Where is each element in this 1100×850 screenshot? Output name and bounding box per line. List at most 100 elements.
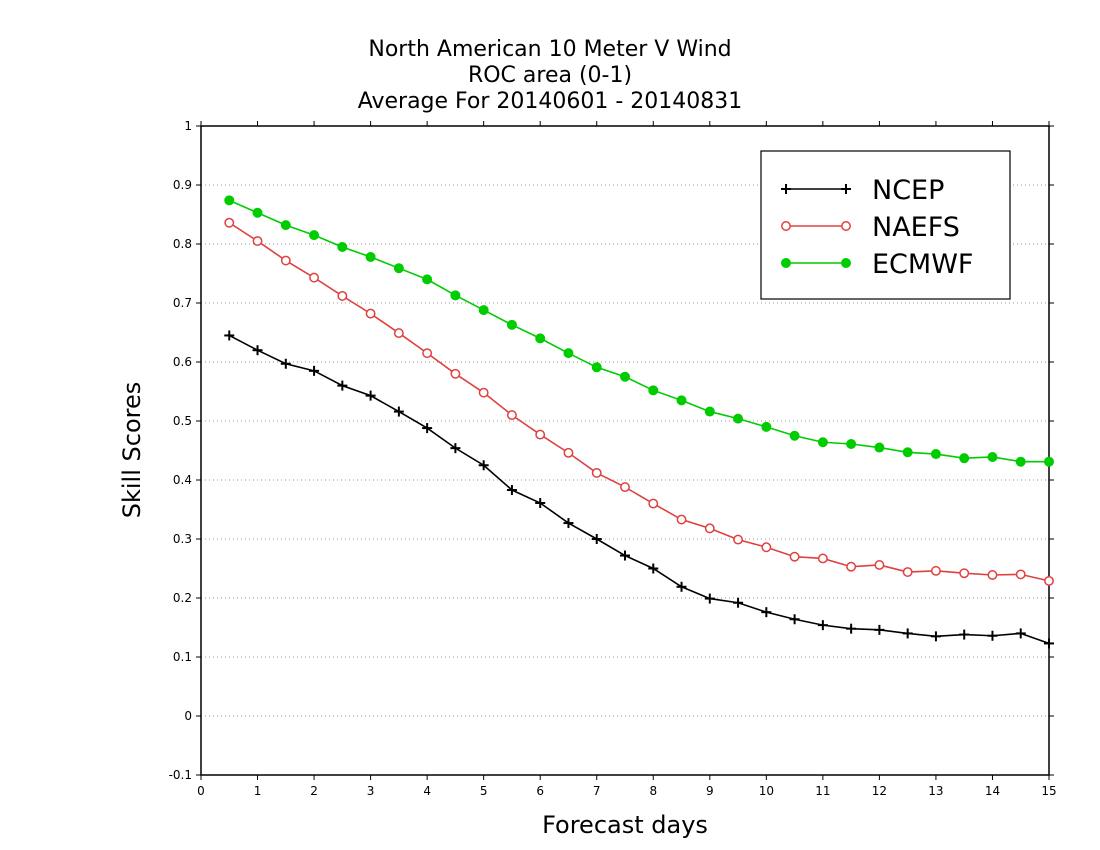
data-point	[959, 629, 970, 640]
data-point	[506, 485, 517, 496]
x-tick-label: 3	[367, 784, 375, 798]
data-point	[676, 581, 687, 592]
data-point	[224, 195, 235, 206]
data-point	[817, 437, 828, 448]
data-point	[789, 614, 800, 625]
data-point	[902, 567, 913, 577]
data-point	[1044, 638, 1054, 649]
chart-subtitle-metric: ROC area (0-1)	[467, 63, 633, 88]
data-point	[478, 387, 489, 398]
data-point	[620, 482, 630, 493]
y-tick-label: 0.7	[173, 296, 192, 310]
chart-subtitle-period: Average For 20140601 - 20140831	[357, 89, 743, 114]
data-point	[422, 423, 433, 434]
legend-label: NCEP	[872, 175, 944, 206]
data-point	[761, 542, 772, 553]
data-point	[817, 553, 828, 564]
data-point	[535, 498, 546, 509]
data-point	[648, 385, 659, 396]
x-tick-label: 7	[593, 784, 601, 798]
x-tick-label: 13	[928, 784, 943, 798]
y-tick-label: 0	[184, 709, 192, 723]
data-point	[252, 236, 263, 247]
axis-ticks: -0.100.10.20.30.40.50.60.70.80.910 1 2 3 4 5 6…	[169, 119, 1057, 798]
data-point	[648, 563, 659, 574]
legend-label: ECMWF	[872, 249, 973, 280]
data-point	[789, 551, 800, 562]
data-point	[1044, 456, 1054, 467]
series-line-ncep	[228, 334, 1050, 645]
data-point	[535, 429, 546, 440]
x-tick-label: 6	[536, 784, 544, 798]
legend-box	[760, 150, 1011, 300]
data-point	[902, 447, 913, 458]
x-tick-label: 11	[815, 784, 830, 798]
chart-title: North American 10 Meter V Wind	[368, 37, 732, 62]
legend-entry-ecmwf: ECMWF	[781, 249, 973, 280]
data-point	[874, 560, 885, 570]
data-point	[874, 624, 885, 635]
data-point	[987, 570, 998, 580]
data-point	[733, 534, 744, 545]
legend-entry-ncep: NCEP	[781, 175, 944, 206]
data-point	[874, 442, 885, 453]
data-point	[930, 565, 941, 576]
data-point	[535, 333, 546, 344]
data-point	[365, 308, 376, 319]
data-point	[337, 290, 348, 301]
data-point	[365, 390, 376, 401]
y-axis-label: Skill Scores	[118, 382, 146, 519]
data-point	[591, 534, 602, 544]
data-point	[959, 453, 970, 464]
data-point	[676, 395, 687, 406]
data-point	[280, 358, 291, 369]
series-ecmwf	[224, 195, 1054, 467]
data-point	[422, 274, 433, 285]
data-point	[478, 460, 489, 471]
data-point	[930, 631, 941, 642]
legend-marker	[841, 184, 851, 194]
legend-marker	[781, 221, 791, 231]
series-naefs	[224, 217, 1054, 586]
series-lines	[224, 195, 1054, 649]
data-point	[761, 421, 772, 432]
data-point	[393, 328, 404, 339]
data-point	[422, 348, 433, 359]
legend: NCEP NAEFS ECMWF	[760, 150, 1011, 300]
data-point	[563, 447, 574, 458]
x-tick-label: 9	[706, 784, 714, 798]
data-point	[224, 217, 235, 228]
data-point	[1015, 569, 1026, 580]
data-point	[252, 345, 263, 356]
data-point	[733, 597, 744, 608]
x-tick-label: 10	[759, 784, 774, 798]
data-point	[761, 607, 772, 618]
data-point	[280, 220, 291, 231]
data-point	[591, 467, 602, 478]
y-tick-label: 0.9	[173, 178, 192, 192]
data-point	[252, 207, 263, 218]
data-point	[846, 561, 857, 572]
data-point	[1015, 456, 1026, 467]
data-point	[648, 498, 659, 509]
y-tick-label: 0.3	[173, 532, 192, 546]
grid-lines	[201, 184, 1049, 717]
data-point	[563, 348, 574, 359]
data-point	[478, 305, 489, 316]
data-point	[309, 272, 320, 283]
data-point	[337, 380, 348, 391]
data-point	[450, 443, 461, 454]
data-point	[506, 319, 517, 330]
data-point	[930, 449, 941, 460]
data-point	[309, 365, 320, 376]
y-tick-label: 1	[184, 119, 192, 133]
x-tick-label: 4	[423, 784, 431, 798]
x-axis-label: Forecast days	[542, 811, 708, 839]
data-point	[817, 620, 828, 631]
data-point	[280, 255, 291, 266]
y-tick-label: -0.1	[169, 768, 192, 782]
y-tick-label: 0.6	[173, 355, 192, 369]
x-tick-label: 2	[310, 784, 318, 798]
data-point	[704, 593, 715, 604]
